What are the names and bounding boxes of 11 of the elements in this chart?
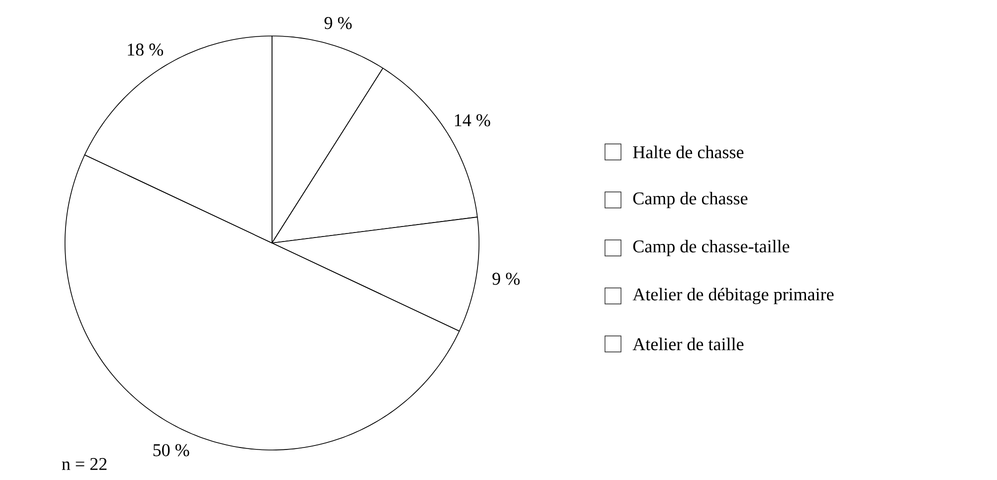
legend-label: Atelier de débitage primaire xyxy=(632,288,834,304)
text: n = 22 xyxy=(62,458,107,470)
data-label: 9 % xyxy=(492,272,520,285)
data-label: 14 % xyxy=(455,114,490,126)
legend-label: Camp de chasse xyxy=(633,192,748,208)
legend-label: Atelier de taille xyxy=(632,338,744,350)
legend-label: Camp de chasse-taille xyxy=(633,240,790,256)
legend-label: Halte de chasse xyxy=(633,146,744,158)
data-label: 9 % xyxy=(324,17,352,30)
data-label: 18 % xyxy=(128,44,164,56)
data-label: 50 % xyxy=(153,444,190,456)
